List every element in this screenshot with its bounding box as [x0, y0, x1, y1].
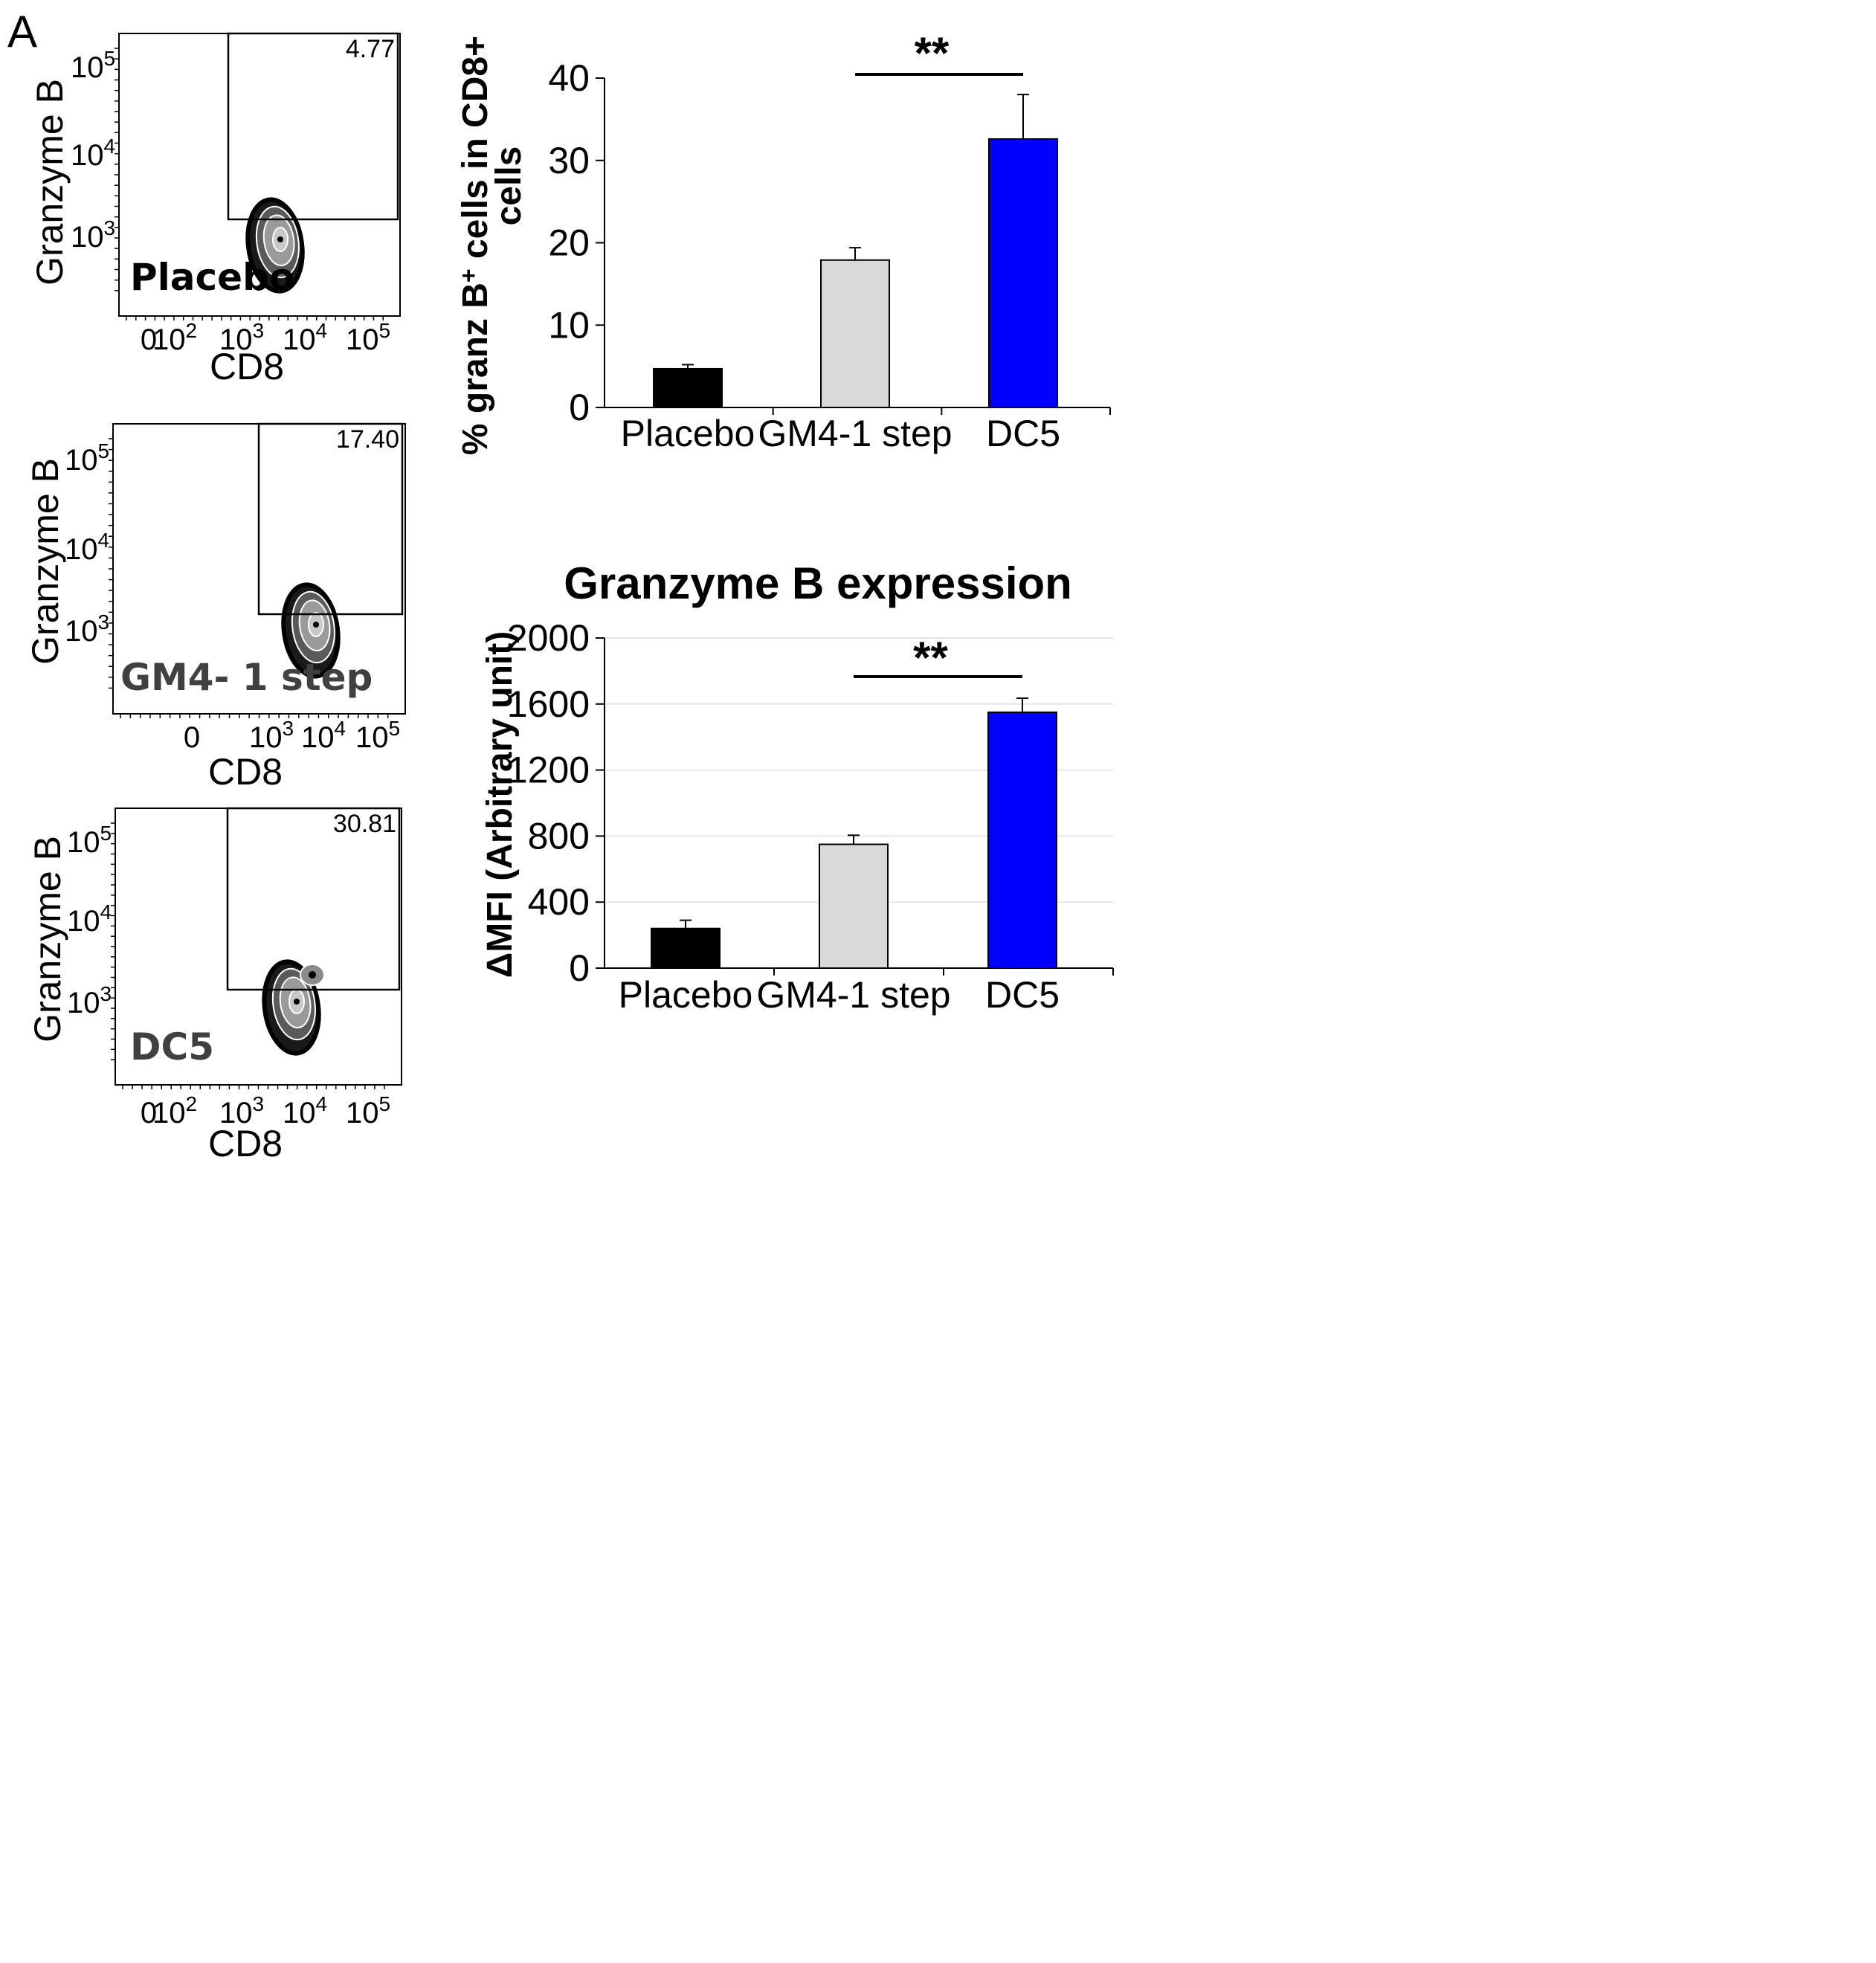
y-tick-label: 103: [71, 216, 115, 254]
sample-label: GM4- 1 step: [120, 656, 373, 699]
x-tick-label-text: 103: [249, 717, 294, 754]
x-tick-label-text: 105: [355, 717, 400, 754]
y-tick-label: 2000: [507, 617, 590, 659]
y-tick-label: 0: [569, 387, 590, 428]
gate-percentage: 17.40: [336, 425, 399, 454]
y-tick-label-text: 105: [71, 47, 115, 84]
y-tick-label: 105: [67, 822, 112, 859]
y-tick-label-text: 105: [67, 822, 112, 859]
x-tick-label: 0: [141, 323, 157, 356]
y-tick-label: 104: [71, 135, 115, 172]
y-tick-label: 104: [67, 900, 112, 938]
y-tick-label: 104: [65, 529, 109, 566]
bar-gm4-1-step: [819, 843, 889, 969]
x-tick-label: 102: [152, 319, 197, 356]
bar-gm4-1-step: [820, 259, 890, 408]
x-tick-label-text: 0: [141, 1097, 157, 1129]
y-tick-label: 30: [548, 140, 590, 181]
density-contour-core-upper: [309, 971, 316, 979]
y-tick-label: 103: [65, 610, 109, 648]
x-tick-label: 104: [283, 319, 327, 356]
category-label: Placebo: [621, 413, 755, 454]
y-axis-title: % granz B+ cells in CD8+: [455, 36, 495, 455]
category-label: GM4-1 step: [758, 413, 952, 454]
x-tick-label: 0: [141, 1097, 157, 1129]
x-tick-label-text: 105: [346, 1092, 390, 1129]
density-contour-core: [313, 622, 319, 628]
sample-label: Placebo: [130, 256, 294, 299]
x-tick-label-text: 104: [301, 717, 346, 754]
density-contour-core: [277, 236, 283, 242]
y-tick-label: 800: [528, 815, 590, 857]
x-tick-label-text: 0: [141, 323, 157, 356]
chart-title: Granzyme B expression: [564, 558, 1072, 608]
y-tick-label-text: 105: [65, 439, 109, 477]
x-axis-title: CD8: [208, 751, 283, 793]
panel-label: A: [7, 7, 38, 57]
gate-rect: [227, 32, 399, 221]
bar-dc5: [988, 138, 1058, 409]
y-tick-label: 105: [71, 47, 115, 84]
y-axis-title: Granzyme B: [25, 458, 66, 665]
category-label: DC5: [985, 974, 1060, 1016]
category-label: Placebo: [619, 974, 753, 1016]
bar-chart-2: Granzyme B expression 0 400 800 1200 1600 2000…: [480, 558, 1114, 1016]
bar-placebo: [653, 367, 723, 409]
x-tick-label: 0: [184, 721, 200, 754]
x-axis-title: CD8: [210, 346, 284, 387]
x-tick-label: 102: [152, 1092, 197, 1129]
x-axis-title: CD8: [208, 1123, 283, 1164]
y-tick-label: 103: [67, 982, 112, 1019]
density-contour-core: [294, 999, 300, 1005]
sample-label: DC5: [130, 1025, 214, 1068]
x-tick-label-text: 102: [152, 319, 197, 356]
y-tick-label: 105: [65, 439, 109, 477]
gate-rect: [226, 807, 401, 991]
x-tick-label-text: 104: [283, 1092, 327, 1129]
y-tick-label: 1600: [507, 683, 590, 725]
x-tick-label: 105: [355, 717, 400, 754]
gate-percentage: 30.81: [333, 810, 396, 838]
flow-plot-frame: [115, 808, 402, 1086]
y-axis-title: ΔMFI (Arbitrary unit): [480, 631, 520, 978]
y-tick-label: 0: [569, 947, 590, 989]
y-axis-title-line2: cells: [489, 146, 529, 226]
x-tick-label-text: 102: [152, 1092, 197, 1129]
y-tick-label-text: 103: [65, 610, 109, 648]
y-tick-label: 20: [548, 222, 590, 264]
bar-placebo: [651, 927, 721, 969]
category-label: GM4-1 step: [756, 974, 950, 1016]
y-tick-label-text: 103: [67, 982, 112, 1019]
x-tick-label: 104: [283, 1092, 327, 1129]
x-tick-label: 104: [301, 717, 346, 754]
x-tick-label-text: 0: [184, 721, 200, 754]
x-tick-label-text: 104: [283, 319, 327, 356]
y-tick-label: 1200: [507, 750, 590, 791]
bar-dc5: [987, 711, 1057, 970]
y-axis-title: Granzyme B: [27, 836, 68, 1042]
significance-label: **: [913, 633, 948, 683]
significance-label: **: [915, 28, 950, 78]
x-tick-label: 103: [249, 717, 294, 754]
y-tick-label-text: 103: [71, 216, 115, 254]
y-axis-title: Granzyme B: [29, 79, 71, 286]
x-tick-label: 105: [346, 319, 390, 356]
y-tick-label: 10: [548, 304, 590, 346]
category-label: DC5: [986, 413, 1060, 454]
y-tick-label-text: 104: [65, 529, 109, 566]
y-tick-label: 40: [548, 57, 590, 99]
y-tick-label-text: 104: [71, 135, 115, 172]
bar-chart-1: 0 10 20 30 40 Placebo GM4-1 step DC5 ** % granz B…: [455, 28, 1111, 455]
y-tick-label: 400: [528, 881, 590, 923]
gate-percentage: 4.77: [346, 35, 395, 63]
y-tick-label-text: 104: [67, 900, 112, 938]
gate-rect: [257, 422, 404, 616]
x-tick-label-text: 105: [346, 319, 390, 356]
x-tick-label: 105: [346, 1092, 390, 1129]
